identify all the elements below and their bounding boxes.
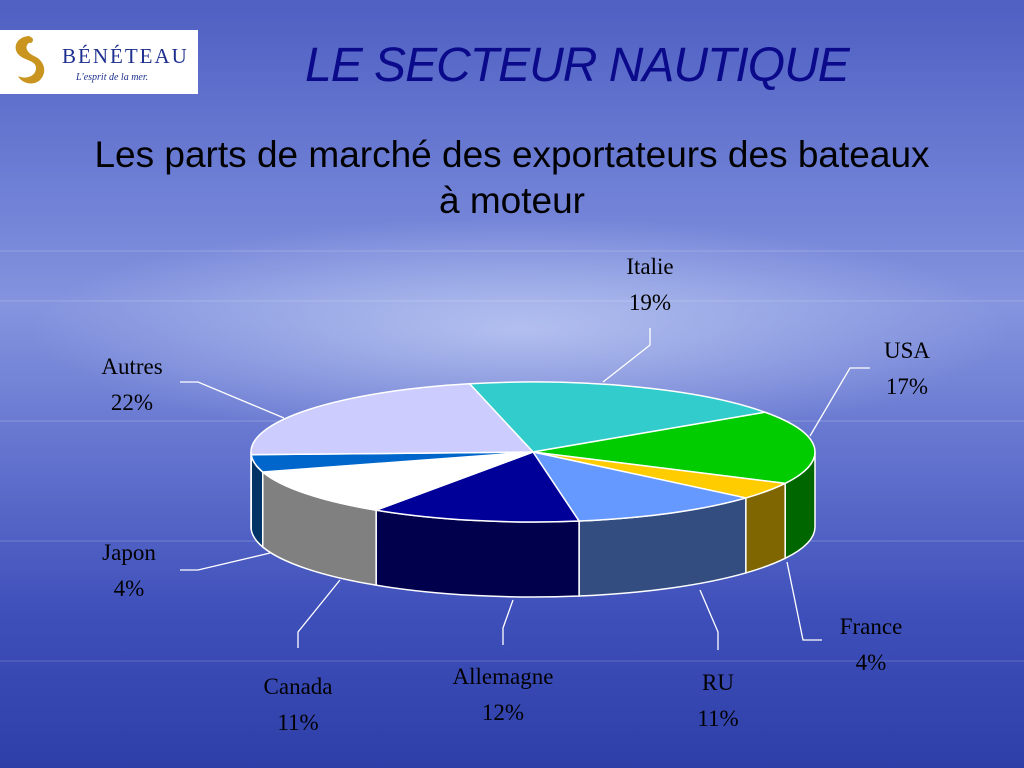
slice-value-usa: 17% [886, 374, 928, 399]
leader-line-autres [180, 381, 285, 419]
pie-side-allemagne [375, 509, 580, 598]
slice-value-canada: 11% [277, 710, 318, 735]
leader-line-italie [602, 328, 651, 383]
slice-value-autres: 22% [111, 390, 153, 415]
slice-value-allemagne: 12% [482, 700, 524, 725]
chart-subtitle: Les parts de marché des exportateurs des… [0, 132, 1024, 224]
pie-slice-italie [467, 381, 769, 453]
slice-labels: Italie 19% USA 17% France 4% RU 11% Allemagne 12%… [101, 254, 930, 735]
leader-lines [180, 328, 870, 650]
slice-label-autres: Autres [101, 354, 162, 379]
slice-value-france: 4% [856, 650, 887, 675]
slice-value-japon: 4% [114, 576, 145, 601]
seahorse-logo-icon [15, 36, 45, 84]
pie-slice-allemagne [373, 451, 581, 523]
logo-brand-name: BÉNÉTEAU [62, 44, 189, 68]
pie-slice-usa [532, 411, 816, 485]
leader-line-france [786, 561, 822, 641]
beneteau-logo: BÉNÉTEAU L'esprit de la mer. [0, 30, 198, 94]
slice-label-japon: Japon [102, 540, 156, 565]
subtitle-line-2: à moteur [438, 180, 585, 221]
pie-slice-ru [531, 450, 747, 522]
leader-line-canada [297, 579, 341, 648]
slice-label-italie: Italie [626, 254, 673, 279]
leader-line-japon [180, 552, 271, 571]
slice-value-ru: 11% [697, 706, 738, 731]
pie-slice-autres [250, 383, 535, 456]
leader-line-ru [699, 589, 719, 650]
slide-title: LE SECTEUR NAUTIQUE [305, 39, 850, 92]
leader-line-usa [809, 367, 870, 437]
wave-line [0, 250, 1024, 252]
slice-label-canada: Canada [264, 674, 333, 699]
slice-label-usa: USA [884, 338, 930, 363]
pie-tops [250, 381, 816, 523]
slice-label-ru: RU [702, 670, 734, 695]
pie-sides [250, 451, 816, 598]
wave-line [0, 300, 1024, 302]
leader-line-allemagne [502, 599, 514, 645]
logo-tagline: L'esprit de la mer. [76, 72, 149, 83]
subtitle-line-1: Les parts de marché des exportateurs des… [94, 134, 930, 175]
slice-label-france: France [840, 614, 903, 639]
slice-value-italie: 19% [629, 290, 671, 315]
slice-label-allemagne: Allemagne [453, 664, 554, 689]
pie-slice-canada [260, 451, 534, 511]
wave-line [0, 660, 1024, 662]
